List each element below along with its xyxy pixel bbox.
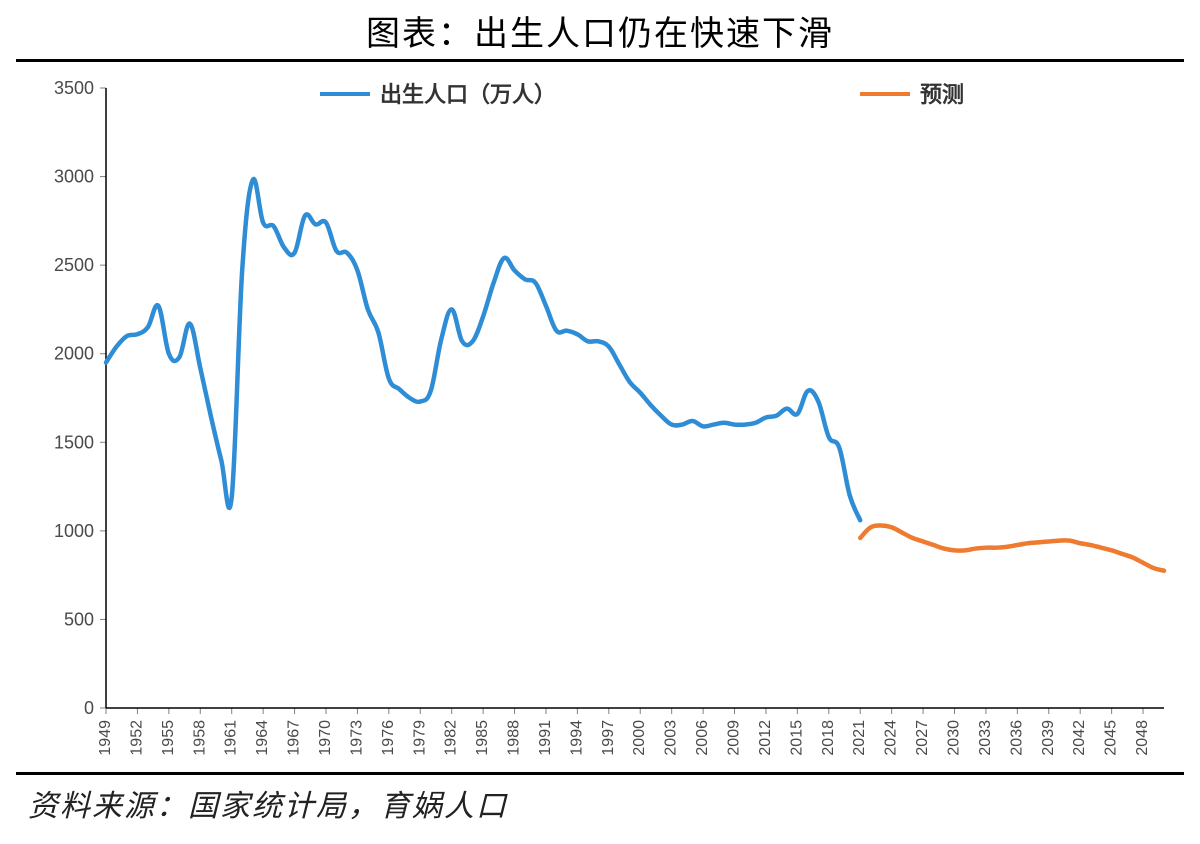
svg-text:2009: 2009 xyxy=(726,720,743,756)
svg-text:2000: 2000 xyxy=(54,344,94,364)
svg-text:1991: 1991 xyxy=(537,720,554,756)
source-line: 资料来源：国家统计局，育娲人口 xyxy=(0,775,1200,825)
svg-text:2015: 2015 xyxy=(788,720,805,756)
svg-text:1500: 1500 xyxy=(54,432,94,452)
svg-text:1979: 1979 xyxy=(411,720,428,756)
svg-text:1964: 1964 xyxy=(254,720,271,756)
svg-text:1973: 1973 xyxy=(348,720,365,756)
svg-text:2018: 2018 xyxy=(820,720,837,756)
svg-text:0: 0 xyxy=(84,698,94,718)
chart-svg: 0 500 1000 1500 2000 2500 3000 3500 1949 1952 1955… xyxy=(16,68,1184,768)
svg-text:2039: 2039 xyxy=(1040,720,1057,756)
svg-text:500: 500 xyxy=(64,609,94,629)
svg-text:1967: 1967 xyxy=(286,720,303,756)
svg-text:2048: 2048 xyxy=(1134,720,1151,756)
svg-text:2006: 2006 xyxy=(694,720,711,756)
svg-text:2042: 2042 xyxy=(1071,720,1088,756)
svg-text:2021: 2021 xyxy=(851,720,868,756)
svg-text:出生人口（万人）: 出生人口（万人） xyxy=(380,82,556,107)
svg-text:1988: 1988 xyxy=(506,720,523,756)
svg-text:2024: 2024 xyxy=(883,720,900,756)
figure-container: 图表：出生人口仍在快速下滑 0 500 1000 1500 2000 2500 3000 35… xyxy=(0,0,1200,844)
svg-text:1952: 1952 xyxy=(128,720,145,756)
svg-text:2027: 2027 xyxy=(914,720,931,756)
chart-area: 0 500 1000 1500 2000 2500 3000 3500 1949 1952 1955… xyxy=(16,68,1184,768)
svg-text:3500: 3500 xyxy=(54,78,94,98)
svg-text:1970: 1970 xyxy=(317,720,334,756)
svg-text:1961: 1961 xyxy=(223,720,240,756)
svg-text:2045: 2045 xyxy=(1103,720,1120,756)
svg-text:2033: 2033 xyxy=(977,720,994,756)
svg-text:2012: 2012 xyxy=(757,720,774,756)
svg-text:2000: 2000 xyxy=(631,720,648,756)
svg-text:预测: 预测 xyxy=(920,82,964,107)
svg-text:2003: 2003 xyxy=(663,720,680,756)
svg-text:1997: 1997 xyxy=(600,720,617,756)
top-rule xyxy=(16,59,1184,62)
svg-text:1955: 1955 xyxy=(160,720,177,756)
chart-title: 图表：出生人口仍在快速下滑 xyxy=(366,16,834,53)
title-block: 图表：出生人口仍在快速下滑 xyxy=(0,0,1200,55)
svg-text:1985: 1985 xyxy=(474,720,491,756)
svg-text:1000: 1000 xyxy=(54,521,94,541)
svg-text:1976: 1976 xyxy=(380,720,397,756)
svg-text:1994: 1994 xyxy=(568,720,585,756)
svg-text:2030: 2030 xyxy=(945,720,962,756)
svg-text:2036: 2036 xyxy=(1008,720,1025,756)
svg-text:1958: 1958 xyxy=(191,720,208,756)
svg-text:2500: 2500 xyxy=(54,255,94,275)
svg-text:1949: 1949 xyxy=(97,720,114,756)
svg-text:1982: 1982 xyxy=(443,720,460,756)
svg-text:3000: 3000 xyxy=(54,167,94,187)
